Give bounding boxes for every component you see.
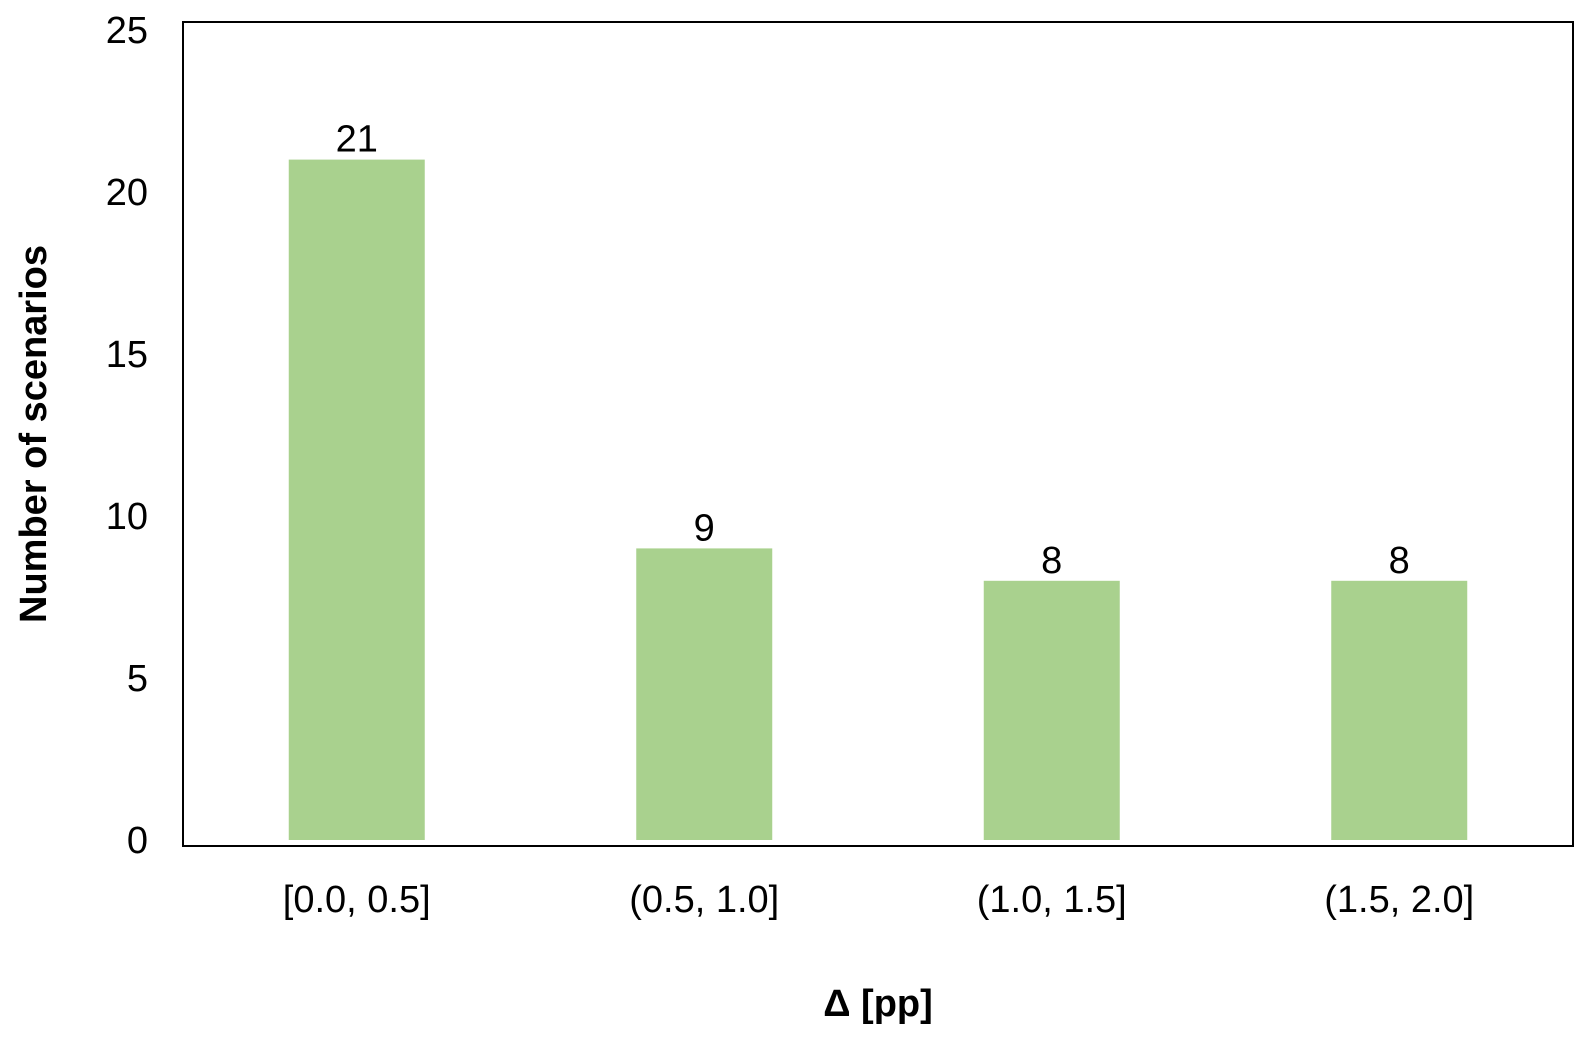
y-axis-ticks: 0 5 10 15 20 25	[106, 10, 148, 862]
plot-frame	[182, 21, 1574, 847]
y-tick-label: 5	[127, 658, 148, 700]
bar-value-label: 8	[1389, 540, 1410, 582]
y-axis-title: Number of scenarios	[13, 245, 55, 623]
y-tick-label: 15	[106, 334, 148, 376]
x-tick-label: (1.0, 1.5]	[977, 879, 1127, 921]
x-tick-label: (1.5, 2.0]	[1324, 879, 1474, 921]
y-tick-label: 10	[106, 496, 148, 538]
bar-value-label: 21	[336, 119, 378, 161]
x-tick-label: [0.0, 0.5]	[283, 879, 431, 921]
bars	[288, 159, 1468, 841]
y-tick-label: 20	[106, 172, 148, 214]
data-labels: 21 9 8 8	[336, 119, 1410, 582]
bar	[636, 548, 773, 840]
x-axis-title: Δ [pp]	[823, 983, 933, 1025]
bar-value-label: 9	[694, 507, 715, 549]
bar	[1331, 580, 1468, 840]
x-tick-label: (0.5, 1.0]	[629, 879, 779, 921]
bar-value-label: 8	[1041, 540, 1062, 582]
bar	[288, 159, 425, 841]
y-tick-label: 0	[127, 820, 148, 862]
y-tick-label: 25	[106, 10, 148, 52]
x-axis-ticks: [0.0, 0.5] (0.5, 1.0] (1.0, 1.5] (1.5, 2.0]	[283, 879, 1474, 921]
bar	[983, 580, 1120, 840]
